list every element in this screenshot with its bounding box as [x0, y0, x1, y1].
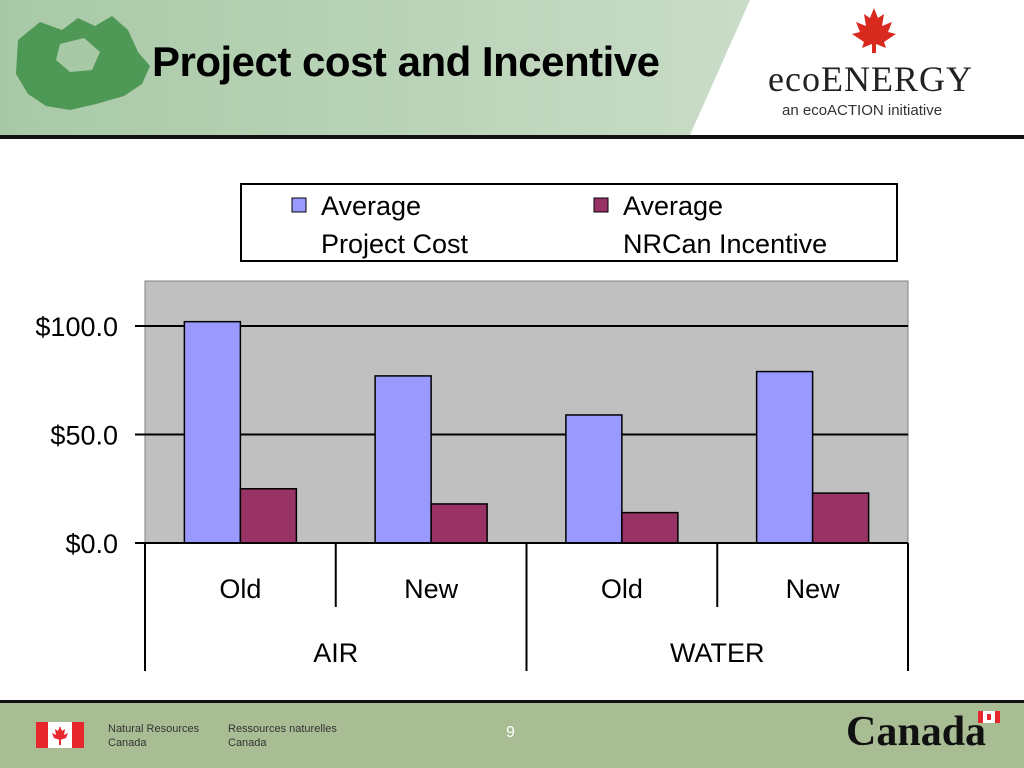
legend-box — [240, 183, 898, 262]
y-tick-label: $0.0 — [65, 529, 118, 559]
x-axis: Old New Old New AIR WATER — [144, 542, 909, 671]
canada-map-icon — [16, 16, 150, 110]
legend-swatch-incentive — [593, 197, 609, 213]
canada-wordmark: Canada — [846, 709, 987, 755]
x-tick-label: Old — [219, 574, 261, 604]
bars — [183, 320, 870, 544]
canada-flag-icon — [36, 722, 84, 748]
footer-dept-en-line2: Canada — [108, 737, 147, 749]
wordmark-flag-icon — [978, 711, 1000, 723]
ecoenergy-tagline: an ecoACTION initiative — [782, 102, 943, 119]
bar-chart: Average Project Cost Average NRCan Incen… — [35, 183, 909, 671]
page-number: 9 — [506, 724, 515, 741]
ecoenergy-logo: ecoENERGY — [768, 59, 973, 99]
legend-label-project-cost-line1: Average — [321, 191, 421, 221]
slide-footer: Natural Resources Canada Ressources natu… — [0, 700, 1024, 768]
y-tick-label: $50.0 — [50, 421, 118, 451]
slide-title: Project cost and Incentive — [152, 38, 660, 85]
header-background — [0, 0, 750, 135]
bar-incentive — [811, 492, 870, 544]
footer-divider — [0, 700, 1024, 703]
bar-incentive — [239, 488, 298, 544]
bar-project-cost — [374, 375, 432, 544]
footer-dept-en-line1: Natural Resources — [108, 723, 200, 735]
bar-project-cost — [755, 370, 814, 544]
bar-incentive — [621, 511, 679, 544]
header-divider — [0, 135, 1024, 139]
x-group-label: WATER — [670, 638, 765, 668]
footer-dept-fr-line1: Ressources naturelles — [228, 723, 337, 735]
chart-legend: Average Project Cost Average NRCan Incen… — [240, 183, 898, 262]
x-group-label: AIR — [313, 638, 358, 668]
x-tick-label: New — [404, 574, 459, 604]
bar-project-cost — [565, 414, 623, 544]
x-tick-label: Old — [601, 574, 643, 604]
legend-label-incentive-line1: Average — [623, 191, 723, 221]
x-tick-label: New — [786, 574, 841, 604]
maple-leaf-icon — [852, 8, 896, 53]
footer-dept-fr-line2: Canada — [228, 737, 267, 749]
legend-swatch-project-cost — [291, 197, 307, 213]
bar-incentive — [430, 503, 488, 544]
legend-label-incentive-line2: NRCan Incentive — [623, 229, 827, 259]
bar-project-cost — [183, 320, 242, 544]
y-tick-label: $100.0 — [35, 312, 118, 342]
slide-header: Project cost and Incentive ecoENERGY an … — [0, 0, 1024, 139]
y-axis: $0.0 $50.0 $100.0 — [35, 312, 118, 559]
legend-label-project-cost-line2: Project Cost — [321, 229, 469, 259]
